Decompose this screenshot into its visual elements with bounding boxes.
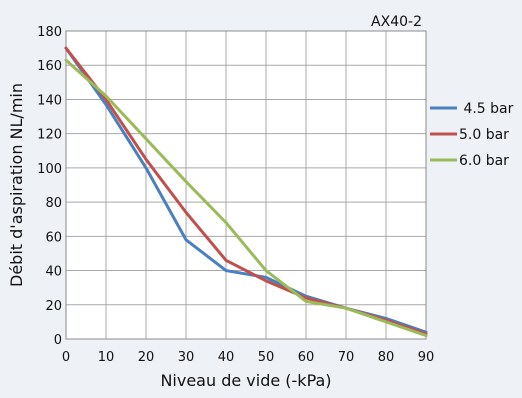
y-tick-label: 0 [54, 333, 62, 348]
axes: 0 10 20 30 40 50 60 70 80 90 0 20 40 60 80 100 120 140 160… [37, 25, 434, 365]
y-tick-label: 180 [37, 25, 62, 40]
x-tick-label: 20 [138, 350, 155, 365]
x-axis-label: Niveau de vide (-kPa) [160, 371, 331, 390]
legend-label: 5.0 bar [459, 127, 509, 143]
y-tick-label: 140 [37, 93, 62, 108]
legend-label: 6.0 bar [459, 153, 509, 169]
x-tick-label: 10 [98, 350, 115, 365]
y-tick-label: 120 [37, 128, 62, 143]
x-tick-label: 60 [298, 350, 315, 365]
y-tick-label: 20 [45, 299, 62, 314]
y-tick-label: 100 [37, 162, 62, 177]
legend: 4.5 bar 5.0 bar 6.0 bar [430, 101, 514, 169]
x-tick-label: 30 [178, 350, 195, 365]
y-tick-label: 160 [37, 59, 62, 74]
x-tick-label: 70 [338, 350, 355, 365]
legend-label: 4.5 bar [459, 101, 514, 117]
x-tick-label: 0 [62, 350, 70, 365]
x-tick-label: 90 [418, 350, 435, 365]
x-tick-label: 80 [378, 350, 395, 365]
y-tick-label: 60 [45, 230, 62, 245]
y-tick-label: 80 [45, 196, 62, 211]
series [64, 46, 428, 338]
y-tick-label: 40 [45, 265, 62, 280]
plot-frame [65, 30, 427, 340]
chart-title: AX40-2 [371, 14, 422, 30]
series-line-3 [64, 58, 428, 338]
x-tick-label: 40 [218, 350, 235, 365]
y-axis-label: Débit d'aspiration NL/min [7, 83, 26, 287]
x-tick-label: 50 [258, 350, 275, 365]
plot-area [66, 31, 426, 339]
